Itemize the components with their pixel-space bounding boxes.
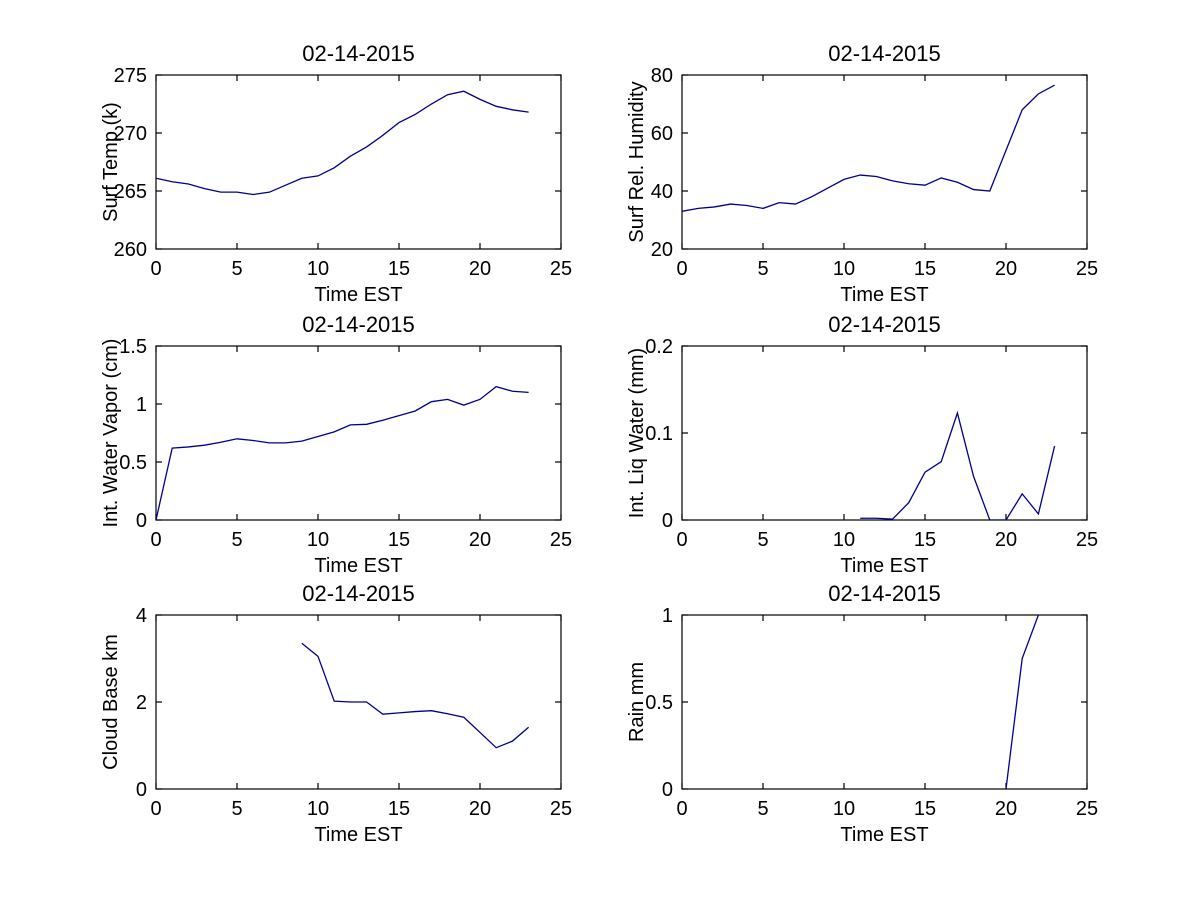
- plot-title: 02-14-2015: [828, 581, 941, 606]
- y-axis-label: Surf Rel. Humidity: [626, 81, 648, 242]
- x-tick-label: 5: [231, 529, 242, 551]
- plot-title: 02-14-2015: [302, 581, 415, 606]
- x-tick-label: 15: [388, 798, 410, 820]
- y-tick-label: 270: [114, 123, 147, 145]
- y-tick-label: 20: [651, 239, 673, 261]
- x-tick-label: 5: [757, 798, 768, 820]
- subplot-4: 0 5 10 15 20 25 0 2 4 02-14-2015 Time EST Cloud Bas…: [100, 581, 572, 846]
- x-tick-label: 5: [757, 258, 768, 280]
- x-tick-label: 25: [550, 798, 572, 820]
- x-tick-label: 25: [1076, 798, 1098, 820]
- x-tick-label: 5: [231, 798, 242, 820]
- data-line: [682, 84, 1055, 212]
- x-tick-label: 10: [307, 798, 329, 820]
- x-axis-label: Time EST: [840, 824, 928, 846]
- y-axis-label: Rain mm: [626, 662, 648, 742]
- y-tick-label: 60: [651, 123, 673, 145]
- x-axis-label: Time EST: [840, 555, 928, 577]
- y-tick-label: 0: [136, 779, 147, 801]
- subplot-5: 0 5 10 15 20 25 0 0.5 1 02-14-2015 Time EST Rain mm: [626, 581, 1098, 846]
- axes-box: [155, 74, 562, 250]
- axes-box: [155, 345, 562, 521]
- y-tick-label: 40: [651, 181, 673, 203]
- plot-title: 02-14-2015: [828, 312, 941, 337]
- x-tick-label: 20: [995, 529, 1017, 551]
- x-tick-label: 15: [914, 529, 936, 551]
- y-tick-label: 0.5: [645, 692, 673, 714]
- y-tick-label: 0.5: [119, 452, 147, 474]
- y-tick-label: 2: [136, 692, 147, 714]
- x-tick-label: 10: [307, 258, 329, 280]
- x-tick-label: 0: [676, 529, 687, 551]
- x-tick-label: 0: [150, 798, 161, 820]
- y-tick-label: 1: [662, 605, 673, 627]
- x-tick-label: 0: [676, 798, 687, 820]
- y-axis-label: Int. Liq Water (mm): [626, 348, 648, 518]
- y-tick-label: 0: [662, 779, 673, 801]
- y-tick-label: 265: [114, 181, 147, 203]
- x-tick-label: 10: [307, 529, 329, 551]
- y-tick-label: 260: [114, 239, 147, 261]
- x-tick-label: 20: [995, 798, 1017, 820]
- y-axis-label: Int. Water Vapor (cm): [100, 339, 122, 528]
- subplot-3: 0 5 10 15 20 25 0 0.1 0.2 02-14-2015 Time EST Int. …: [626, 312, 1098, 577]
- x-tick-label: 25: [1076, 529, 1098, 551]
- data-line: [156, 90, 529, 196]
- y-tick-label: 80: [651, 65, 673, 87]
- x-tick-label: 15: [914, 798, 936, 820]
- x-tick-label: 10: [833, 798, 855, 820]
- x-tick-label: 25: [550, 529, 572, 551]
- plot-title: 02-14-2015: [302, 41, 415, 66]
- subplot-2: 0 5 10 15 20 25 0 0.5 1 1.5 02-14-2015 Time EST Int.…: [100, 312, 572, 577]
- y-tick-label: 0: [662, 510, 673, 532]
- x-tick-label: 20: [469, 258, 491, 280]
- y-tick-label: 0.2: [645, 336, 673, 358]
- y-tick-label: 0: [136, 510, 147, 532]
- y-tick-label: 4: [136, 605, 147, 627]
- x-axis-label: Time EST: [314, 284, 402, 306]
- x-axis-label: Time EST: [840, 284, 928, 306]
- x-tick-label: 20: [469, 529, 491, 551]
- data-line: [301, 642, 530, 749]
- subplot-0: 0 5 10 15 20 25 260 265 270 275 02-14-2015 Time EST…: [100, 41, 572, 306]
- x-tick-label: 25: [1076, 258, 1098, 280]
- x-tick-label: 25: [550, 258, 572, 280]
- x-tick-label: 20: [995, 258, 1017, 280]
- x-tick-label: 20: [469, 798, 491, 820]
- x-tick-label: 0: [676, 258, 687, 280]
- subplot-1: 0 5 10 15 20 25 20 40 60 80 02-14-2015 Time EST Surf…: [626, 41, 1098, 306]
- y-tick-label: 275: [114, 65, 147, 87]
- x-axis-label: Time EST: [314, 555, 402, 577]
- y-tick-label: 1: [136, 394, 147, 416]
- axes-box: [681, 74, 1088, 250]
- x-tick-label: 15: [388, 529, 410, 551]
- data-line: [1005, 615, 1040, 789]
- x-tick-label: 15: [388, 258, 410, 280]
- x-tick-label: 0: [150, 529, 161, 551]
- y-tick-label: 1.5: [119, 336, 147, 358]
- plot-title: 02-14-2015: [828, 41, 941, 66]
- x-tick-label: 15: [914, 258, 936, 280]
- plot-title: 02-14-2015: [302, 312, 415, 337]
- x-tick-label: 10: [833, 258, 855, 280]
- y-axis-label: Surf Temp (k): [100, 102, 122, 222]
- x-tick-label: 10: [833, 529, 855, 551]
- y-axis-label: Cloud Base km: [100, 634, 122, 770]
- x-tick-label: 0: [150, 258, 161, 280]
- x-tick-label: 5: [231, 258, 242, 280]
- x-tick-label: 5: [757, 529, 768, 551]
- data-line: [156, 385, 529, 520]
- data-line: [860, 410, 1056, 520]
- y-tick-label: 0.1: [645, 423, 673, 445]
- x-axis-label: Time EST: [314, 824, 402, 846]
